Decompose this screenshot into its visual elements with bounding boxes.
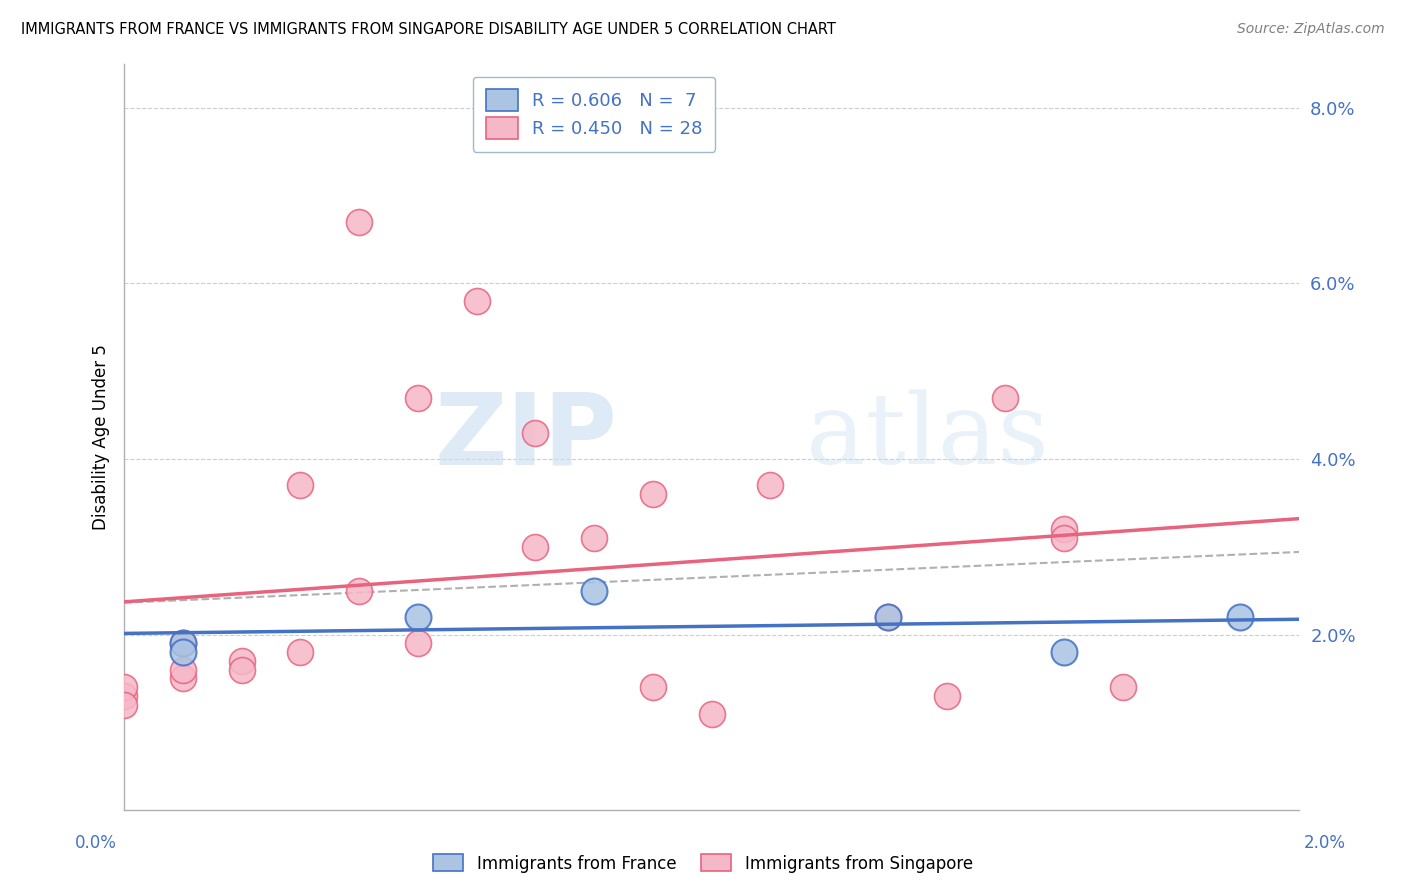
Point — [112, 689, 135, 703]
Point — [172, 672, 194, 686]
Point — [290, 645, 312, 659]
Point — [290, 478, 312, 492]
Point — [406, 391, 429, 405]
Point — [465, 293, 488, 308]
Point — [994, 391, 1017, 405]
Point — [641, 680, 664, 694]
Point — [112, 698, 135, 712]
Point — [583, 583, 606, 598]
Point — [172, 663, 194, 677]
Legend: R = 0.606   N =  7, R = 0.450   N = 28: R = 0.606 N = 7, R = 0.450 N = 28 — [472, 77, 716, 152]
Point — [347, 583, 370, 598]
Text: ZIP: ZIP — [434, 389, 617, 485]
Legend: Immigrants from France, Immigrants from Singapore: Immigrants from France, Immigrants from … — [426, 847, 980, 880]
Point — [935, 689, 957, 703]
Point — [347, 215, 370, 229]
Point — [583, 531, 606, 545]
Point — [172, 636, 194, 650]
Point — [1053, 522, 1076, 536]
Point — [406, 610, 429, 624]
Text: 2.0%: 2.0% — [1303, 834, 1346, 852]
Point — [112, 680, 135, 694]
Text: IMMIGRANTS FROM FRANCE VS IMMIGRANTS FROM SINGAPORE DISABILITY AGE UNDER 5 CORRE: IMMIGRANTS FROM FRANCE VS IMMIGRANTS FRO… — [21, 22, 837, 37]
Point — [700, 706, 723, 721]
Point — [524, 540, 547, 554]
Point — [1053, 645, 1076, 659]
Point — [877, 610, 900, 624]
Point — [231, 663, 253, 677]
Point — [641, 487, 664, 501]
Point — [524, 425, 547, 440]
Point — [1053, 531, 1076, 545]
Text: Source: ZipAtlas.com: Source: ZipAtlas.com — [1237, 22, 1385, 37]
Text: atlas: atlas — [806, 389, 1049, 485]
Point — [1112, 680, 1135, 694]
Point — [1229, 610, 1251, 624]
Point — [172, 636, 194, 650]
Point — [231, 654, 253, 668]
Y-axis label: Disability Age Under 5: Disability Age Under 5 — [93, 344, 110, 530]
Point — [406, 636, 429, 650]
Point — [877, 610, 900, 624]
Point — [172, 645, 194, 659]
Point — [759, 478, 782, 492]
Text: 0.0%: 0.0% — [75, 834, 117, 852]
